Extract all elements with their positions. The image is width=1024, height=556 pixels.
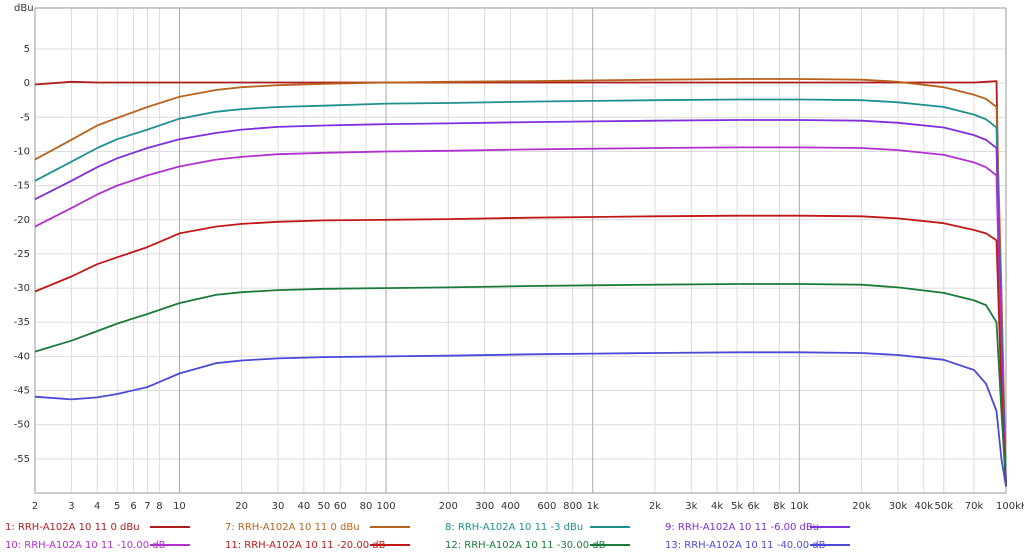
x-tick-label: 20 xyxy=(235,501,248,512)
x-tick-label: 600 xyxy=(537,501,556,512)
y-tick-label: -15 xyxy=(14,181,30,192)
x-tick-label: 50 xyxy=(318,501,331,512)
y-tick-label: -30 xyxy=(14,283,30,294)
series-line xyxy=(34,283,1007,487)
y-tick-label: -45 xyxy=(14,386,30,397)
x-tick-label: 50k xyxy=(935,501,954,512)
y-tick-label: -20 xyxy=(14,215,30,226)
legend-label: 12: RRH-A102A 10 11 -30.00 dB xyxy=(445,540,606,551)
x-tick-label: 1k xyxy=(587,501,599,512)
y-tick-label: -5 xyxy=(20,112,30,123)
x-tick-label: 10k xyxy=(790,501,809,512)
legend-label: 13: RRH-A102A 10 11 -40.00 dB xyxy=(665,540,826,551)
series-line xyxy=(34,146,1007,487)
legend-label: 1: RRH-A102A 10 11 0 dBu xyxy=(5,522,140,533)
x-tick-label: 2k xyxy=(649,501,661,512)
y-tick-label: -50 xyxy=(14,420,30,431)
x-tick-label: 4k xyxy=(711,501,723,512)
x-tick-label: 8 xyxy=(156,501,162,512)
legend-label: 8: RRH-A102A 10 11 -3 dBu xyxy=(445,522,583,533)
y-tick-label: -10 xyxy=(14,146,30,157)
y-tick-label: 5 xyxy=(24,44,30,55)
x-tick-label: 10 xyxy=(173,501,186,512)
x-tick-label: 40 xyxy=(297,501,310,512)
x-tick-label: 100 xyxy=(377,501,396,512)
series-line xyxy=(34,80,1007,487)
legend-label: 10: RRH-A102A 10 11 -10.00 dB xyxy=(5,540,166,551)
y-tick-label: -55 xyxy=(14,454,30,465)
x-tick-label: 40k xyxy=(915,501,934,512)
y-tick-label: -35 xyxy=(14,317,30,328)
x-tick-label: 5k xyxy=(731,501,743,512)
x-tick-label: 6k xyxy=(747,501,759,512)
x-tick-label: 8k xyxy=(773,501,785,512)
y-tick-label: -40 xyxy=(14,351,30,362)
y-tick-label: -25 xyxy=(14,249,30,260)
x-tick-label: 300 xyxy=(475,501,494,512)
x-tick-label: 30 xyxy=(272,501,285,512)
y-tick-label: 0 xyxy=(24,78,30,89)
x-tick-label: 400 xyxy=(501,501,520,512)
series-line xyxy=(34,214,1007,487)
x-tick-label: 7 xyxy=(144,501,150,512)
legend-label: 7: RRH-A102A 10 11 0 dBu xyxy=(225,522,360,533)
series-line xyxy=(34,351,1007,487)
x-tick-label: 20k xyxy=(852,501,871,512)
x-tick-label: 60 xyxy=(334,501,347,512)
legend-label: 9: RRH-A102A 10 11 -6.00 dBu xyxy=(665,522,819,533)
x-tick-label: 100kHz xyxy=(996,501,1024,512)
legend-label: 11: RRH-A102A 10 11 -20.00 dB xyxy=(225,540,386,551)
x-tick-label: 3 xyxy=(68,501,74,512)
x-tick-label: 4 xyxy=(94,501,100,512)
x-tick-label: 70k xyxy=(965,501,984,512)
x-tick-label: 80 xyxy=(360,501,373,512)
series-line xyxy=(34,119,1007,487)
series-line xyxy=(34,78,1007,487)
x-tick-label: 800 xyxy=(563,501,582,512)
series-line xyxy=(34,98,1007,487)
x-tick-label: 6 xyxy=(130,501,136,512)
x-tick-label: 3k xyxy=(685,501,697,512)
y-axis-label: dBu xyxy=(14,3,34,14)
x-tick-label: 30k xyxy=(889,501,908,512)
x-tick-label: 2 xyxy=(32,501,38,512)
x-tick-label: 5 xyxy=(114,501,120,512)
x-tick-label: 200 xyxy=(439,501,458,512)
plot-border xyxy=(34,7,1007,494)
